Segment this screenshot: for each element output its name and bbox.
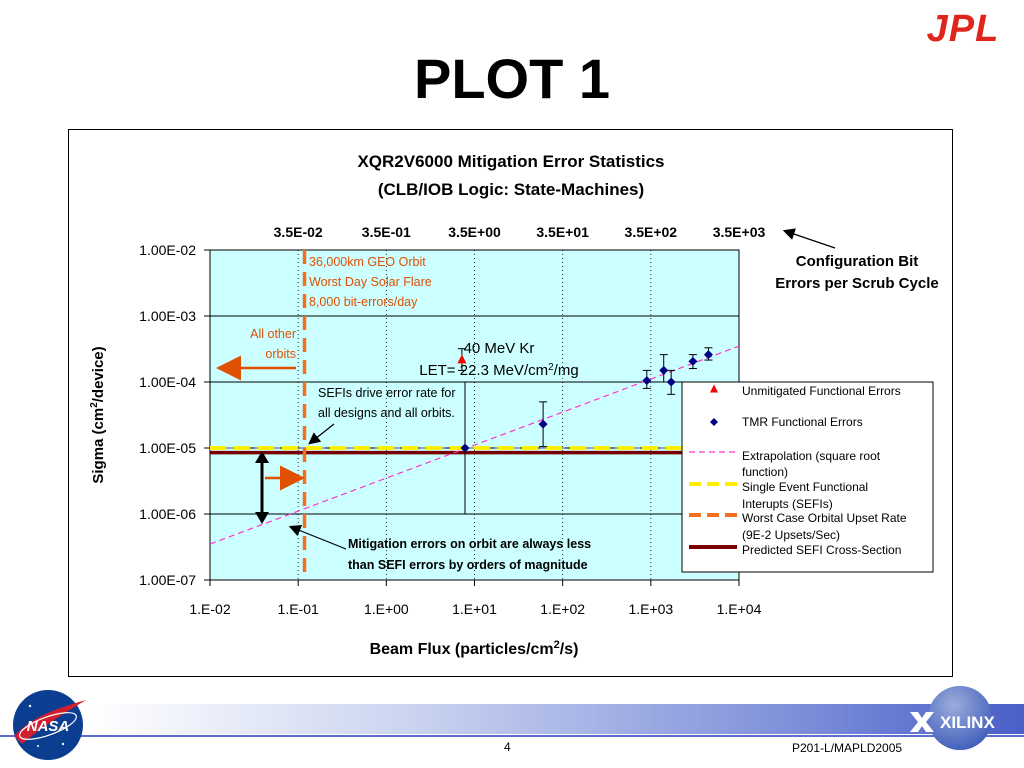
- y-tick-label-0: 1.00E-07: [139, 572, 196, 588]
- x-axis-title: Beam Flux (particles/cm2/s): [370, 639, 579, 658]
- y-axis-title: Sigma (cm2/device): [89, 346, 107, 483]
- x-tick-label-2: 1.E+00: [364, 601, 409, 617]
- annotation-sefi-line2: all designs and all orbits.: [318, 406, 455, 420]
- footer-line: [0, 735, 1024, 737]
- legend-label-tmr: TMR Functional Errors: [742, 415, 863, 429]
- secondary-tick-label-5: 3.5E+03: [713, 224, 766, 240]
- legend-label-orbital-2: (9E-2 Upsets/Sec): [742, 528, 840, 542]
- y-tick-label-5: 1.00E-02: [139, 242, 196, 258]
- xilinx-logo: XILINX: [910, 686, 995, 750]
- secondary-caption-arrow: [782, 228, 836, 249]
- x-tick-label-3: 1.E+01: [452, 601, 497, 617]
- legend-label-sefi-1: Single Event Functional: [742, 480, 868, 494]
- tmr-point-3: [659, 365, 669, 375]
- annotation-mitigation-line1: Mitigation errors on orbit are always le…: [348, 537, 591, 551]
- legend: Unmitigated Functional Errors TMR Functi…: [681, 381, 934, 573]
- annotation-geo-line2: Worst Day Solar Flare: [309, 275, 432, 289]
- reference-lines: [209, 250, 740, 580]
- nasa-logo-text: NASA: [27, 718, 70, 735]
- series-layer: [457, 347, 713, 515]
- chart-title-line2: (CLB/IOB Logic: State-Machines): [378, 180, 644, 199]
- legend-label-orbital-1: Worst Case Orbital Upset Rate: [742, 511, 907, 525]
- jpl-logo-text: JPL: [927, 8, 1000, 48]
- annotation-mitigation-line2: than SEFI errors by orders of magnitude: [348, 558, 588, 572]
- chart-title-line1: XQR2V6000 Mitigation Error Statistics: [357, 152, 664, 171]
- secondary-caption-line2: Errors per Scrub Cycle: [775, 275, 938, 292]
- doc-code: P201-L/MAPLD2005: [792, 741, 903, 755]
- tmr-point-4: [666, 377, 676, 387]
- nasa-logo: NASA: [13, 690, 86, 760]
- y-tick-label-1: 1.00E-06: [139, 506, 196, 522]
- annotation-kr-line1: 40 MeV Kr: [464, 340, 535, 357]
- annotation-kr-line2: LET= 22.3 MeV/cm2/mg: [419, 362, 578, 379]
- x-tick-label-4: 1.E+02: [540, 601, 585, 617]
- annotation-sefi-arrow: [308, 423, 335, 445]
- legend-marker-unmitigated: [710, 384, 718, 393]
- x-tick-label-6: 1.E+04: [717, 601, 762, 617]
- axes: 1.E-02 1.E-01 1.E+00 1.E+01 1.E+02 1.E+03 1.E+…: [139, 224, 765, 617]
- secondary-tick-label-1: 3.5E-01: [362, 224, 411, 240]
- gap-arrow-head-bottom: [255, 512, 269, 524]
- annotation-geo-line1: 36,000km GEO Orbit: [309, 255, 426, 269]
- tmr-point-5: [688, 356, 698, 366]
- tmr-point-6: [703, 350, 713, 360]
- x-tick-label-5: 1.E+03: [628, 601, 673, 617]
- secondary-tick-label-2: 3.5E+00: [448, 224, 501, 240]
- extrapolation-line: [209, 345, 740, 545]
- gap-arrow-head-top: [255, 451, 269, 463]
- legend-label-sefi-2: Interupts (SEFIs): [742, 497, 833, 511]
- x-tick-label-1: 1.E-01: [278, 601, 319, 617]
- tmr-point-1: [538, 419, 548, 429]
- xilinx-logo-text: XILINX: [940, 713, 995, 732]
- annotation-geo-line3: 8,000 bit-errors/day: [309, 295, 418, 309]
- annotation-other-line2: orbits: [265, 347, 296, 361]
- secondary-tick-label-3: 3.5E+01: [536, 224, 589, 240]
- unmitigated-point-0: [457, 354, 467, 364]
- legend-label-unmitigated: Unmitigated Functional Errors: [742, 384, 901, 398]
- secondary-tick-label-0: 3.5E-02: [274, 224, 323, 240]
- secondary-tick-label-4: 3.5E+02: [625, 224, 678, 240]
- legend-marker-tmr: [710, 418, 718, 426]
- legend-label-sefi-cross: Predicted SEFI Cross-Section: [742, 543, 901, 557]
- chart-frame: XQR2V6000 Mitigation Error Statistics (C…: [68, 129, 953, 677]
- legend-label-extrapolation-2: function): [742, 465, 788, 479]
- y-tick-label-3: 1.00E-04: [139, 374, 196, 390]
- slide-title: PLOT 1: [413, 47, 611, 110]
- jpl-logo: JPL: [927, 8, 1000, 48]
- legend-box: [681, 381, 934, 573]
- page-number: 4: [504, 740, 511, 754]
- annotation-mitigation-arrow: [288, 524, 347, 550]
- annotation-other-line1: All other: [250, 327, 296, 341]
- legend-label-extrapolation-1: Extrapolation (square root: [742, 449, 881, 463]
- annotation-sefi-line1: SEFIs drive error rate for: [318, 386, 456, 400]
- secondary-caption-line1: Configuration Bit: [796, 253, 918, 270]
- y-tick-label-2: 1.00E-05: [139, 440, 196, 456]
- footer-band: [92, 704, 1024, 734]
- tmr-point-2: [642, 376, 652, 386]
- chart-svg: XQR2V6000 Mitigation Error Statistics (C…: [89, 152, 939, 658]
- tmr-point-0: [460, 443, 470, 453]
- y-tick-label-4: 1.00E-03: [139, 308, 196, 324]
- x-tick-label-0: 1.E-02: [189, 601, 230, 617]
